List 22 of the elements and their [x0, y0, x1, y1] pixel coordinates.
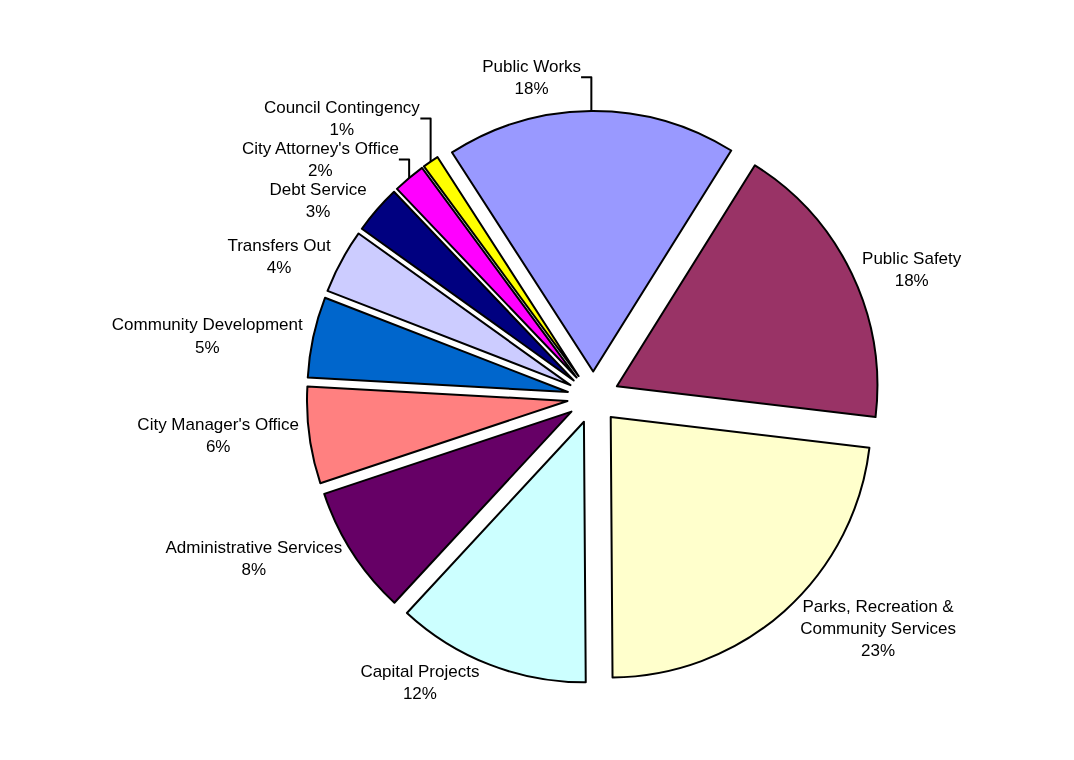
slice-label: Public Works — [482, 56, 582, 76]
slice-label: Administrative Services — [165, 538, 343, 558]
slice-label: Parks, Recreation & Community Services — [800, 597, 957, 639]
data-label: 6% — [205, 437, 231, 457]
data-label: 4% — [266, 258, 292, 278]
data-label: 18% — [514, 78, 549, 98]
data-label: 3% — [305, 202, 331, 222]
slice-label: Council Contingency — [263, 97, 421, 117]
slice-label: City Attorney's Office — [241, 138, 399, 158]
slice-label: Capital Projects — [360, 662, 480, 681]
data-label: 1% — [329, 119, 355, 139]
data-label: 8% — [241, 560, 267, 580]
slice-label: City Manager's Office — [137, 415, 300, 435]
slice-label: Public Safety — [862, 249, 962, 269]
data-label: 5% — [194, 337, 220, 357]
data-label: 23% — [861, 641, 896, 661]
data-label: 18% — [894, 271, 929, 291]
slice-label: Debt Service — [269, 180, 367, 200]
slice-label: Community Development — [111, 315, 303, 335]
slice-label: Transfers Out — [227, 236, 331, 255]
data-label: 12% — [402, 684, 437, 704]
data-label: 2% — [308, 161, 333, 181]
